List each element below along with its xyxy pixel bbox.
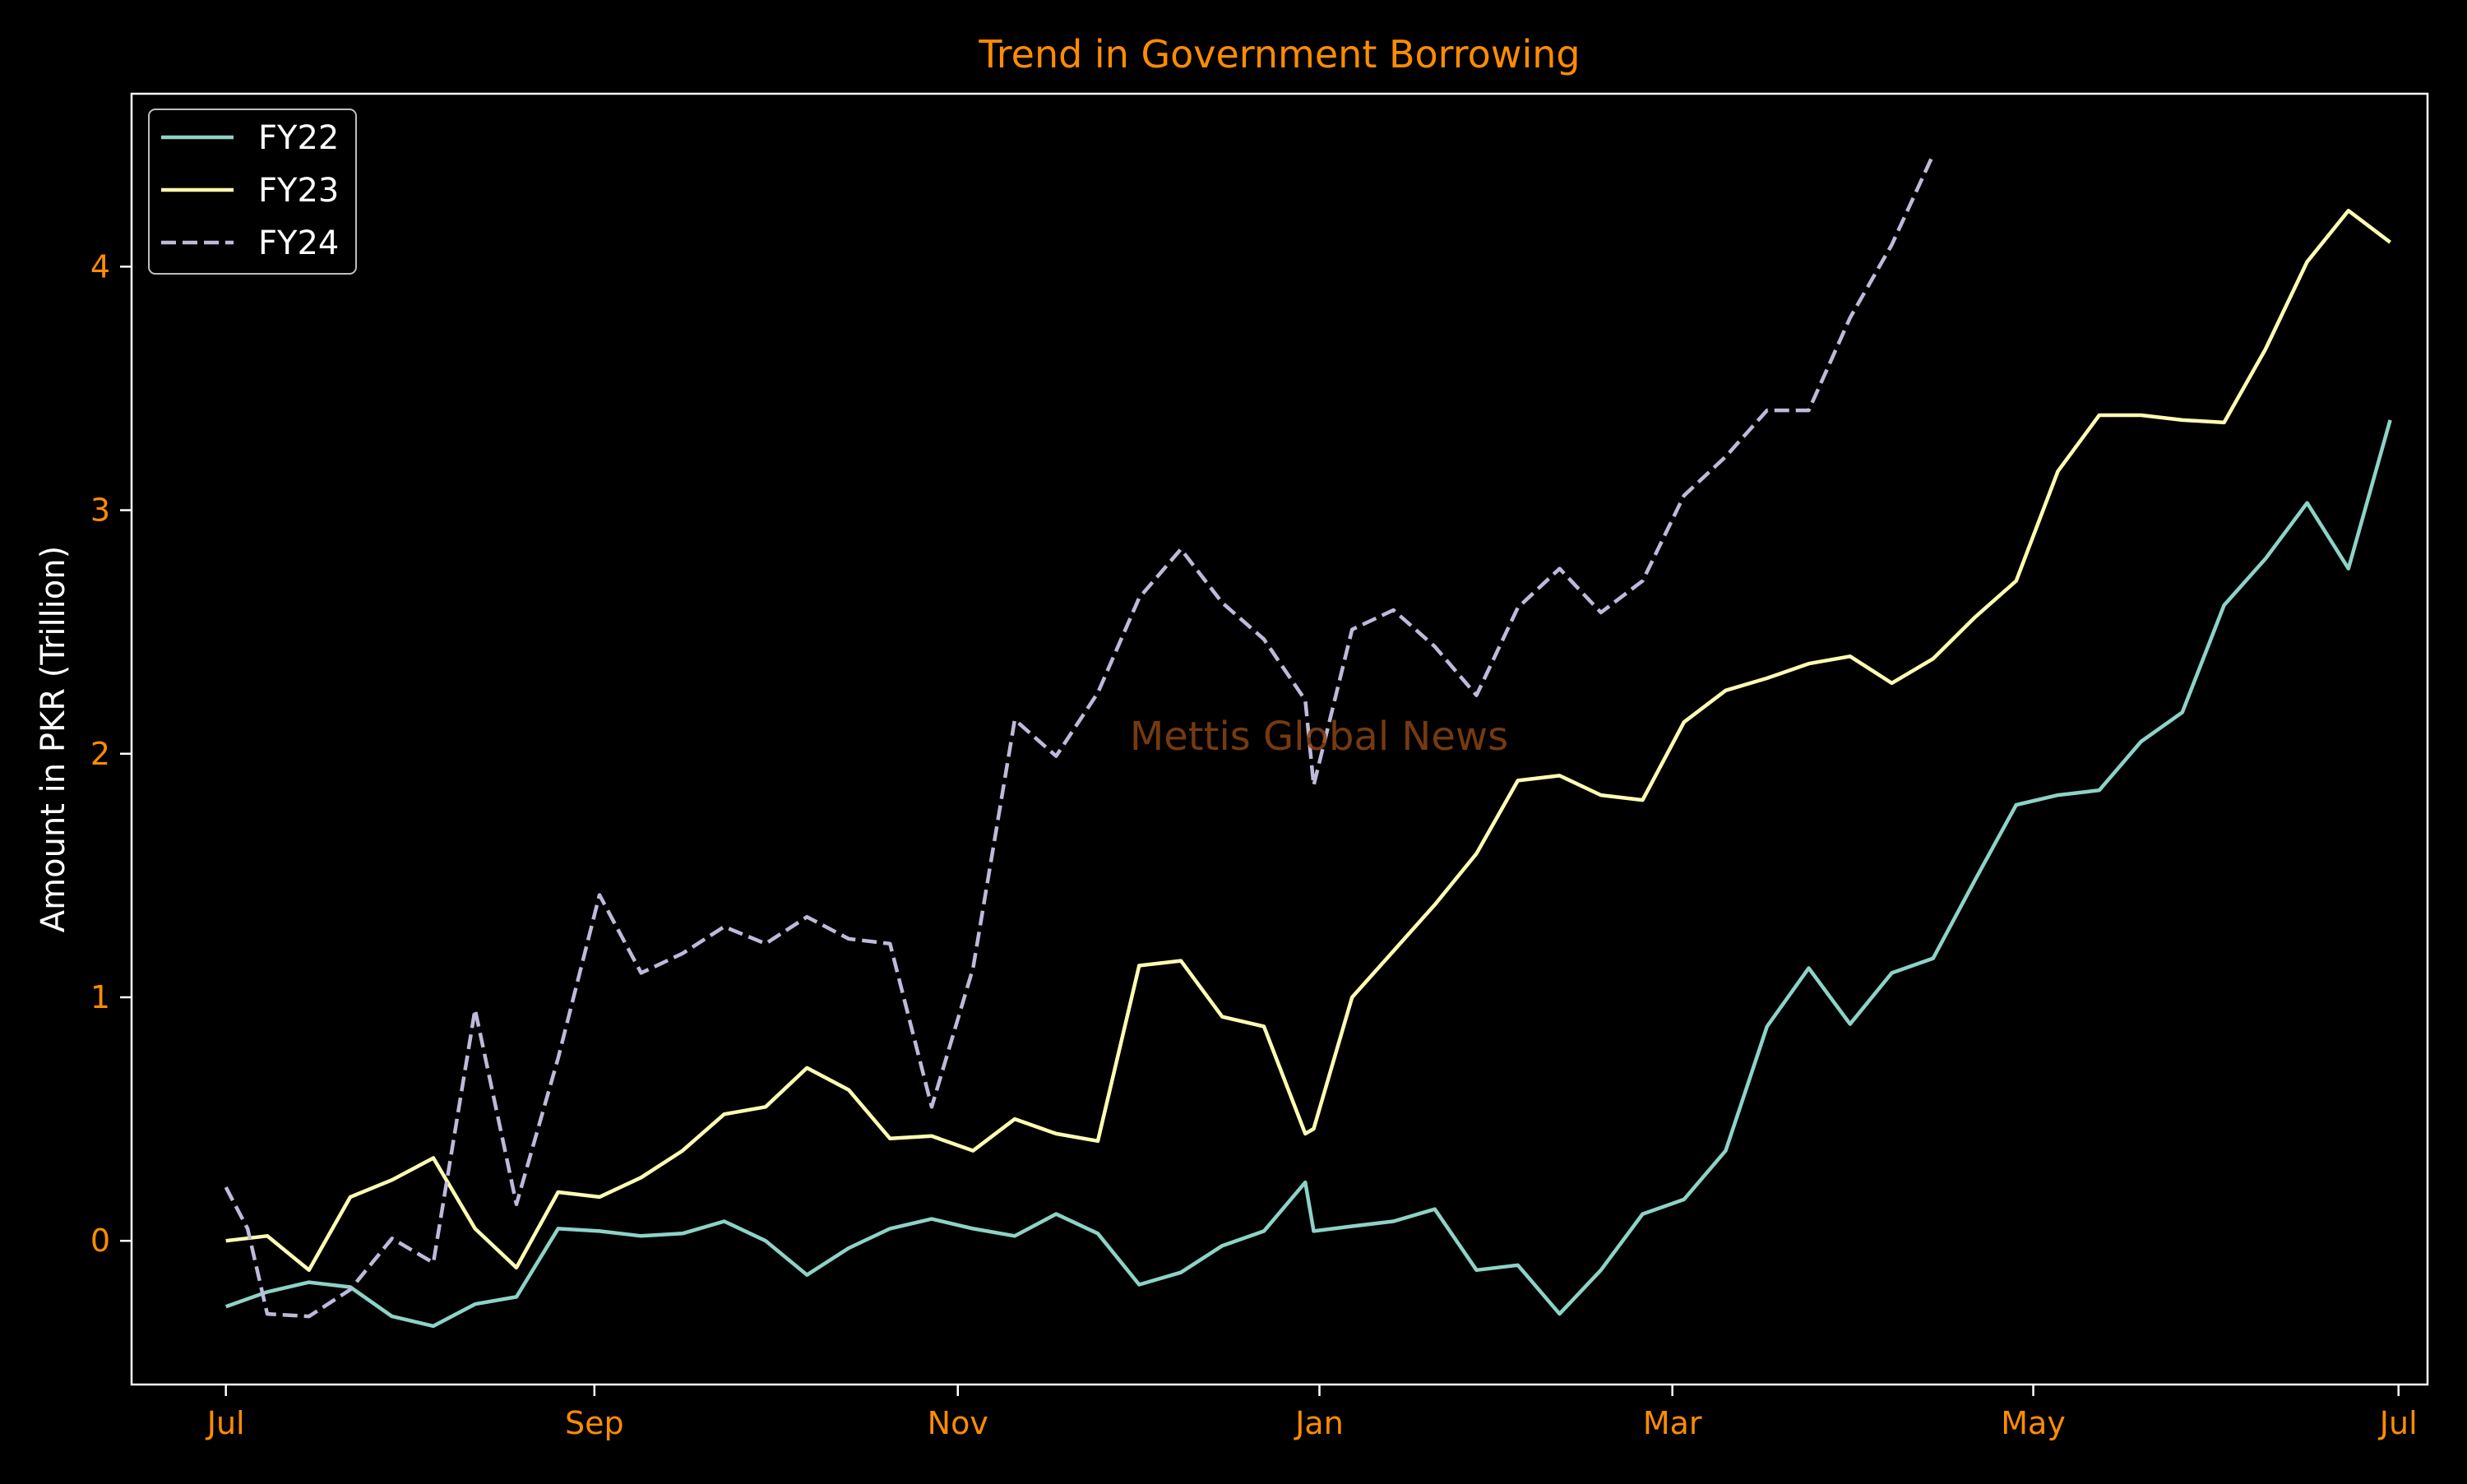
x-tick-label: Nov <box>928 1405 988 1441</box>
legend-items: FY22 FY23 FY24 <box>161 119 339 262</box>
x-axis: Jul Sep Nov Jan Mar May Jul <box>206 1385 2418 1441</box>
axes-frame <box>130 92 2429 1386</box>
y-tick-label: 1 <box>90 979 110 1015</box>
y-axis-label: Amount in PKR (Trillion) <box>35 546 72 932</box>
x-tick-label: Jul <box>206 1405 245 1441</box>
x-tick-label: Jul <box>2378 1405 2418 1441</box>
series-line-fy23 <box>225 208 2391 1273</box>
y-tick-label: 3 <box>90 492 110 529</box>
x-tick-label: May <box>2001 1405 2066 1441</box>
series-layer <box>224 154 2392 1329</box>
chart-title: Trend in Government Borrowing <box>978 32 1580 76</box>
legend-label-fy23: FY23 <box>258 172 339 210</box>
watermark-text: Mettis Global News <box>1130 714 1508 760</box>
plot-area: Mettis Global News <box>130 92 2429 1386</box>
y-tick-label: 0 <box>90 1223 110 1259</box>
legend-frame <box>148 109 357 275</box>
x-tick-label: Mar <box>1643 1405 1702 1441</box>
y-axis: 0 1 2 3 4 <box>90 248 132 1259</box>
series-line-fy24 <box>224 154 1935 1319</box>
series-line-fy22 <box>224 419 2392 1329</box>
legend-label-fy24: FY24 <box>258 224 339 262</box>
legend-label-fy22: FY22 <box>258 119 339 157</box>
legend: FY22 FY23 FY24 <box>148 109 357 275</box>
y-tick-label: 4 <box>90 248 110 284</box>
y-tick-label: 2 <box>90 736 110 772</box>
x-tick-label: Sep <box>565 1405 624 1441</box>
x-tick-label: Jan <box>1294 1405 1344 1441</box>
